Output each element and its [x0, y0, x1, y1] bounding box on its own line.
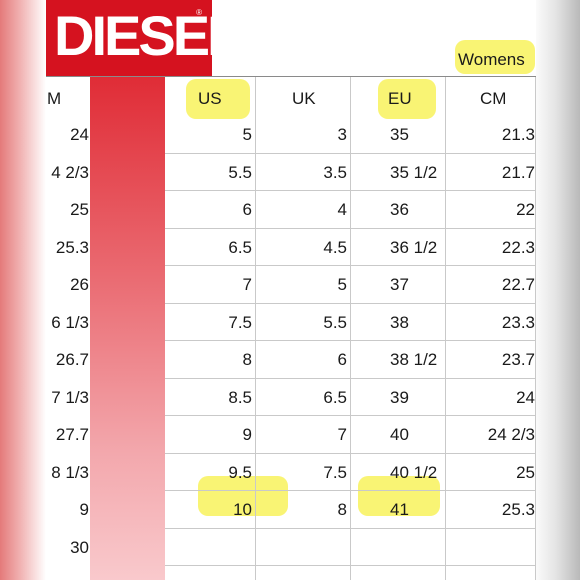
diesel-logo: DIESEL ®: [46, 0, 241, 76]
cell-us: 6: [242, 200, 252, 219]
cell-us: [165, 529, 252, 566]
cell-us: 8.5: [228, 388, 252, 407]
cell-cm: 24: [516, 388, 535, 407]
cell-m: 25.3: [55, 238, 89, 257]
eu-header-highlight: [378, 79, 436, 119]
cell-uk: 3.5: [323, 163, 347, 182]
cell-cm: [450, 529, 535, 566]
cell-uk: 5.5: [323, 313, 347, 332]
cell-uk: 4: [337, 200, 347, 219]
header-m: M: [47, 89, 62, 108]
cell-eu: 41: [390, 500, 409, 519]
header-cm: CM: [480, 89, 507, 108]
cell-uk: 5: [337, 275, 347, 294]
cell-eu: [390, 529, 445, 566]
grid-hline: [165, 415, 535, 416]
cell-uk: 4.5: [323, 238, 347, 257]
cell-uk: 7: [337, 425, 347, 444]
cell-cm: 24 2/3: [487, 425, 535, 444]
cell-uk: 6: [337, 350, 347, 369]
grid-vline: [445, 76, 446, 580]
cell-m: 30: [70, 538, 89, 557]
header-us: US: [198, 89, 222, 108]
cell-cm: 25.3: [501, 500, 535, 519]
cell-m: 6 1/3: [51, 313, 89, 332]
cell-eu: 38 1/2: [390, 350, 438, 369]
cell-m: 7 1/3: [51, 388, 89, 407]
cell-eu: 40: [390, 425, 409, 444]
registered-mark: ®: [196, 8, 202, 17]
cell-m: 26.7: [55, 350, 89, 369]
grid-vline: [535, 76, 536, 580]
grid-hline: [165, 303, 535, 304]
cell-uk: 7.5: [323, 463, 347, 482]
cell-eu: 35: [390, 125, 409, 144]
grid-hline: [165, 228, 535, 229]
cell-m: 24: [70, 125, 89, 144]
grid-hline: [165, 453, 535, 454]
grid-hline: [46, 76, 536, 77]
grid-vline: [350, 76, 351, 580]
cell-m: 8 1/3: [51, 463, 89, 482]
cell-cm: 22.7: [501, 275, 535, 294]
cell-eu: 39: [390, 388, 409, 407]
cell-cm: 23.3: [501, 313, 535, 332]
womens-label: Womens: [458, 50, 525, 69]
cell-m: 25: [70, 200, 89, 219]
logo-text: DIESEL: [54, 4, 241, 67]
grid-hline: [165, 565, 535, 566]
cell-uk: 8: [337, 500, 347, 519]
grid-vline: [255, 76, 256, 580]
cell-us: 6.5: [228, 238, 252, 257]
cell-eu: 40 1/2: [390, 463, 438, 482]
cell-eu: 35 1/2: [390, 163, 438, 182]
us-10-highlight: [198, 476, 288, 516]
cell-us: 8: [242, 350, 252, 369]
cell-cm: 21.3: [501, 125, 535, 144]
womens-highlight: [455, 40, 535, 74]
cell-cm: 23.7: [501, 350, 535, 369]
us-header-highlight: [186, 79, 250, 119]
red-column-bar: [90, 76, 165, 580]
cell-m: 9: [79, 500, 89, 519]
cell-us: 9.5: [228, 463, 252, 482]
header-uk: UK: [292, 89, 316, 108]
cell-eu: 37: [390, 275, 409, 294]
grid-hline: [165, 153, 535, 154]
cell-m: 27.7: [55, 425, 89, 444]
cell-us: 5: [242, 125, 252, 144]
cell-uk: 6.5: [323, 388, 347, 407]
cell-us: 5.5: [228, 163, 252, 182]
cell-m: 26: [70, 275, 89, 294]
cell-cm: 21.7: [501, 163, 535, 182]
grid-hline: [165, 190, 535, 191]
cell-us: 7.5: [228, 313, 252, 332]
cell-cm: 22.3: [501, 238, 535, 257]
grid-hline: [165, 340, 535, 341]
cell-us: 7: [242, 275, 252, 294]
header-eu: EU: [388, 89, 412, 108]
grid-hline: [165, 265, 535, 266]
grid-hline: [165, 378, 535, 379]
cell-us: 10: [233, 500, 252, 519]
left-edge-blur: [0, 0, 46, 580]
grid-hline: [165, 528, 535, 529]
cell-eu: 38: [390, 313, 409, 332]
cell-eu: 36: [390, 200, 409, 219]
grid-hline: [165, 490, 535, 491]
cell-uk: 3: [337, 125, 347, 144]
cell-m: 4 2/3: [51, 163, 89, 182]
cell-us: 9: [242, 425, 252, 444]
right-edge-blur: [532, 0, 580, 580]
cell-cm: 22: [516, 200, 535, 219]
eu-41-highlight: [358, 476, 440, 516]
cell-eu: 36 1/2: [390, 238, 438, 257]
cell-uk: [260, 529, 347, 566]
cell-cm: 25: [516, 463, 535, 482]
